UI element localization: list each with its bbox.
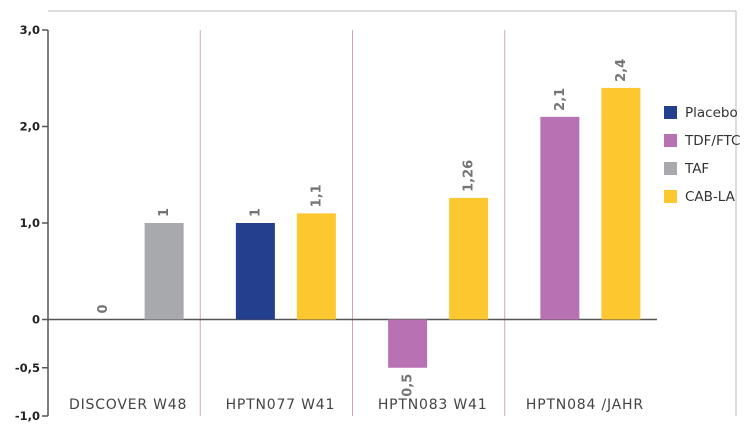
legend-swatch — [664, 162, 677, 175]
bar — [144, 223, 184, 320]
bar — [601, 87, 641, 320]
legend-label: CAB-LA — [685, 188, 735, 205]
bar-value-label: 1 — [248, 208, 263, 217]
category-label: HPTN084 /JAHR — [526, 397, 644, 413]
bar — [296, 213, 336, 320]
chart-legend: Placebo TDF/FTC TAF CAB-LA — [664, 101, 740, 213]
legend-swatch — [664, 134, 677, 147]
bar — [388, 319, 428, 368]
bar-value-label: 1 — [157, 208, 172, 217]
bar — [540, 116, 580, 320]
y-tick-label: 0 — [32, 313, 40, 327]
legend-swatch — [664, 106, 677, 119]
bar — [449, 197, 489, 320]
y-tick-label: 3,0 — [20, 23, 40, 37]
legend-swatch — [664, 190, 677, 203]
bar-value-label: 0,5 — [401, 374, 416, 397]
category-label: HPTN077 W41 — [226, 397, 336, 413]
y-tick-label: -1,0 — [15, 409, 40, 423]
bar-value-label: 2,4 — [614, 59, 629, 82]
category-label: DISCOVER W48 — [69, 397, 187, 413]
bar-value-label: 2,1 — [553, 88, 568, 111]
legend-label: TDF/FTC — [685, 132, 741, 149]
y-tick-label: -0,5 — [15, 361, 40, 375]
legend-item: TAF — [664, 157, 740, 180]
bar-value-label: 0 — [96, 304, 111, 313]
bar — [235, 223, 275, 320]
y-tick-label: 1,0 — [20, 216, 40, 230]
legend-item: Placebo — [664, 101, 740, 124]
legend-item: TDF/FTC — [664, 129, 740, 152]
bar-value-label: 1,26 — [462, 160, 477, 192]
category-label: HPTN083 W41 — [378, 397, 488, 413]
y-tick-label: 2,0 — [20, 120, 40, 134]
legend-label: Placebo — [685, 104, 738, 121]
bar-value-label: 1,1 — [309, 184, 324, 207]
legend-label: TAF — [685, 160, 710, 177]
legend-item: CAB-LA — [664, 185, 740, 208]
